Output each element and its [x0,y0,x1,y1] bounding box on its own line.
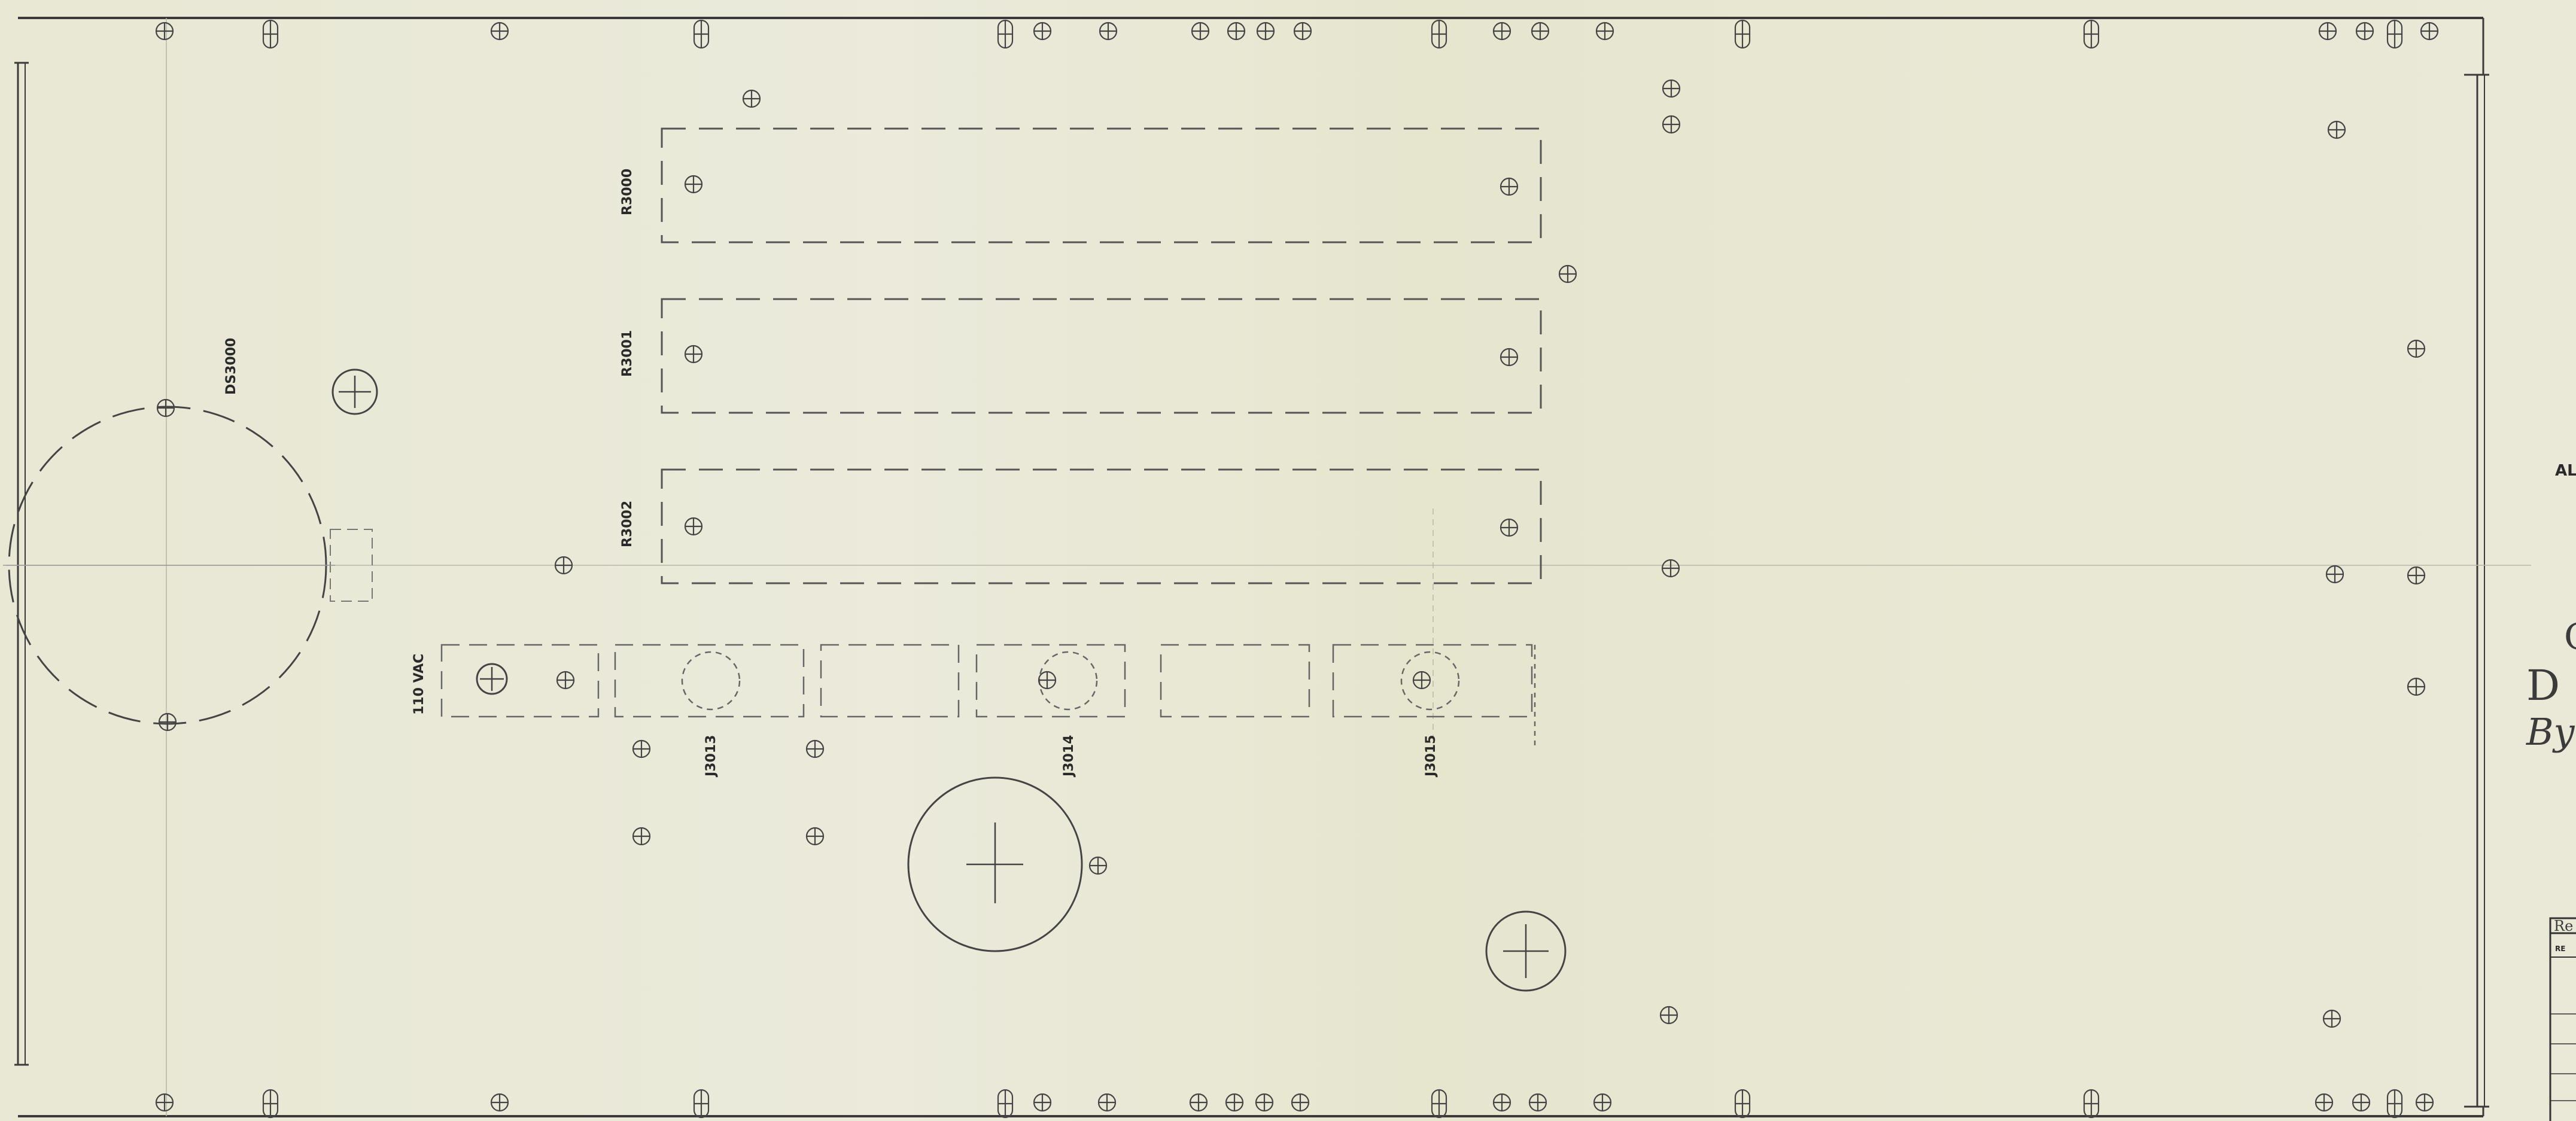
mounting-hole [2420,22,2439,41]
mounting-hole [2327,120,2346,139]
mounting-slot [1431,19,1447,49]
mounting-hole [1500,518,1519,537]
mounting-hole [1097,1093,1117,1112]
label-110-vac: 110 VAC [412,654,427,715]
mounting-hole [1033,1093,1052,1112]
mounting-hole [2407,677,2426,696]
revision-title: Re [2554,918,2573,934]
label-j3014: J3014 [1062,735,1076,778]
mounting-hole [155,1093,174,1112]
connector-outlines [440,644,1536,748]
mounting-hole [1558,264,1577,284]
mounting-hole [684,175,703,194]
mounting-hole [2407,566,2426,585]
mounting-hole [1412,671,1431,690]
note-by: By [2526,710,2575,754]
mounting-slot [2083,1089,2100,1119]
mounting-hole [2318,22,2337,41]
mounting-hole [2322,1009,2341,1028]
panel-outline [14,17,2489,1117]
mounting-hole [1033,22,1052,41]
mounting-hole [1662,79,1681,98]
mounting-hole [1528,1093,1547,1112]
mounting-slot [1734,19,1751,49]
mounting-hole [155,22,174,41]
revision-block [2549,917,2576,1121]
note-d: D [2526,661,2560,710]
mounting-hole [490,1093,509,1112]
mounting-hole [1593,1093,1612,1112]
mounting-hole [1659,1006,1678,1025]
mounting-hole [1256,22,1275,41]
mounting-hole [805,827,825,846]
mounting-slot [693,19,710,49]
label-ds3000: DS3000 [224,338,239,395]
mounting-hole [1662,115,1681,134]
mounting-holes [155,22,2439,1112]
mounting-slot [262,19,279,49]
mounting-hole [684,517,703,536]
note-c: C [2564,616,2576,658]
mounting-hole [1291,1093,1310,1112]
mounting-hole [1500,177,1519,196]
label-r3001: R3001 [620,330,635,377]
mounting-hole [1191,22,1210,41]
mounting-slot [2386,19,2403,49]
note-al: AL [2555,462,2576,480]
mounting-slots [262,19,2403,1119]
mounting-slot [1431,1089,1447,1119]
mounting-slot [1734,1089,1751,1119]
mounting-hole [805,739,825,758]
mounting-hole [1500,348,1519,367]
mounting-hole [1088,856,1108,875]
resistor-outlines [661,127,1542,584]
label-r3002: R3002 [620,501,635,547]
label-j3013: J3013 [704,735,719,778]
mounting-hole [742,89,761,108]
mounting-hole [1492,22,1511,41]
component-labels: DS3000 R3000 R3001 R3002 110 VAC J3013 J… [224,169,1438,778]
mounting-slot [997,19,1014,49]
mounting-hole [1293,22,1312,41]
mounting-slot [2386,1089,2403,1119]
mounting-hole [554,556,573,575]
mounting-hole [2352,1093,2371,1112]
mounting-hole [2407,339,2426,358]
mounting-hole [1492,1093,1511,1112]
mounting-slot [693,1089,710,1119]
mounting-hole [2415,1093,2434,1112]
margin-notes: AL C D By [2526,462,2576,754]
mounting-hole [1255,1093,1274,1112]
mounting-hole [490,22,509,41]
mounting-hole [684,345,703,364]
revision-header: RE [2555,945,2565,953]
center-lines [6,18,2531,1116]
mounting-hole [1227,22,1246,41]
mounting-hole [1661,559,1680,578]
mounting-hole [158,712,177,732]
mounting-hole [632,827,651,846]
mounting-slot [2083,19,2100,49]
large-holes [331,368,1567,992]
mounting-slot [997,1089,1014,1119]
mounting-hole [632,739,651,758]
mounting-hole [2315,1093,2334,1112]
mounting-hole [156,398,175,418]
mounting-hole [1531,22,1550,41]
ds3000-outline [3,406,373,725]
mounting-hole [1595,22,1614,41]
mounting-slot [262,1089,279,1119]
mounting-hole [2355,22,2374,41]
label-j3015: J3015 [1424,735,1438,778]
mounting-hole [2325,565,2344,584]
label-r3000: R3000 [620,169,635,215]
mounting-hole [556,671,575,690]
mounting-hole [1225,1093,1244,1112]
mounting-hole [1189,1093,1208,1112]
mounting-hole [1038,671,1057,690]
mounting-hole [1099,22,1118,41]
